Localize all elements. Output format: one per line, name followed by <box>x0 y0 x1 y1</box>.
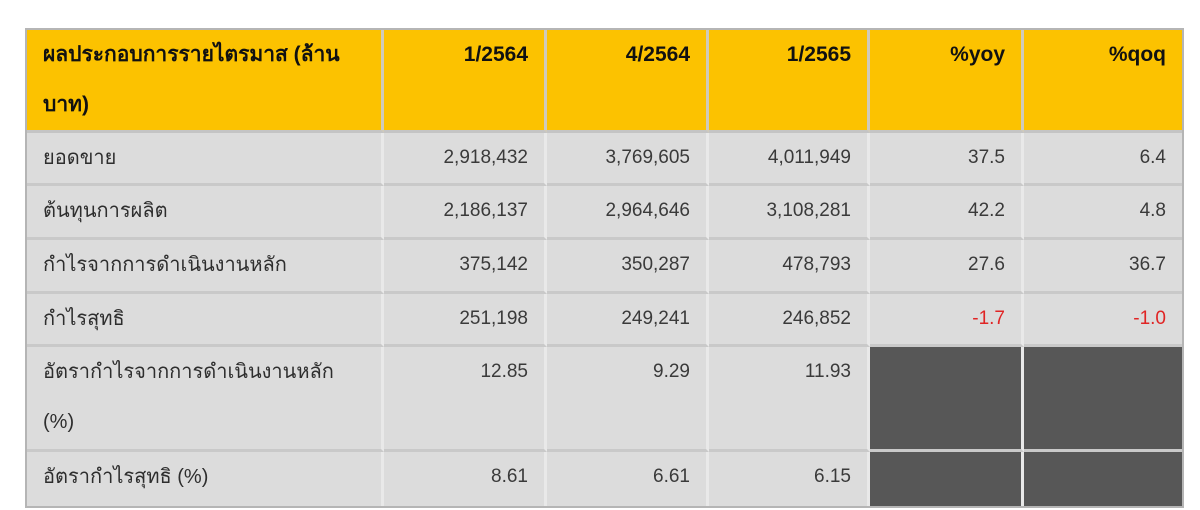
yoy-cell: 27.6 <box>870 240 1024 294</box>
yoy-cell: 37.5 <box>870 133 1024 186</box>
value-cell: 2,964,646 <box>547 186 709 240</box>
value-cell: 251,198 <box>384 294 547 347</box>
value-cell: 375,142 <box>384 240 547 294</box>
qoq-cell-negative: -1.0 <box>1024 294 1182 347</box>
metric-label: กำไรสุทธิ <box>27 294 384 347</box>
blank-dark-cell <box>1024 452 1182 506</box>
blank-dark-cell <box>870 347 1024 452</box>
metric-label: ต้นทุนการผลิต <box>27 186 384 240</box>
value-cell: 2,186,137 <box>384 186 547 240</box>
value-cell: 2,918,432 <box>384 133 547 186</box>
value-cell: 12.85 <box>384 347 547 452</box>
table-row-production-cost: ต้นทุนการผลิต 2,186,137 2,964,646 3,108,… <box>27 186 1182 240</box>
table-row-core-operating-profit: กำไรจากการดำเนินงานหลัก 375,142 350,287 … <box>27 240 1182 294</box>
yoy-cell: 42.2 <box>870 186 1024 240</box>
value-cell: 350,287 <box>547 240 709 294</box>
table-title-header: ผลประกอบการรายไตรมาส (ล้าน บาท) <box>27 30 384 133</box>
value-cell: 478,793 <box>709 240 870 294</box>
table-row-net-margin: อัตรากำไรสุทธิ (%) 8.61 6.61 6.15 <box>27 452 1182 506</box>
value-cell: 3,769,605 <box>547 133 709 186</box>
yoy-cell-negative: -1.7 <box>870 294 1024 347</box>
column-header-1-2565: 1/2565 <box>709 30 870 133</box>
metric-label: กำไรจากการดำเนินงานหลัก <box>27 240 384 294</box>
blank-dark-cell <box>1024 347 1182 452</box>
column-header-qoq: %qoq <box>1024 30 1182 133</box>
metric-label: อัตรากำไรสุทธิ (%) <box>27 452 384 506</box>
value-cell: 9.29 <box>547 347 709 452</box>
blank-dark-cell <box>870 452 1024 506</box>
qoq-cell: 6.4 <box>1024 133 1182 186</box>
table-header-row: ผลประกอบการรายไตรมาส (ล้าน บาท) 1/2564 4… <box>27 30 1182 133</box>
table-row-core-operating-margin: อัตรากำไรจากการดำเนินงานหลัก (%) 12.85 9… <box>27 347 1182 452</box>
value-cell: 3,108,281 <box>709 186 870 240</box>
metric-label: ยอดขาย <box>27 133 384 186</box>
column-header-yoy: %yoy <box>870 30 1024 133</box>
value-cell: 8.61 <box>384 452 547 506</box>
value-cell: 11.93 <box>709 347 870 452</box>
value-cell: 6.15 <box>709 452 870 506</box>
quarterly-results-table: ผลประกอบการรายไตรมาส (ล้าน บาท) 1/2564 4… <box>25 28 1184 508</box>
value-cell: 6.61 <box>547 452 709 506</box>
qoq-cell: 4.8 <box>1024 186 1182 240</box>
table-row-sales: ยอดขาย 2,918,432 3,769,605 4,011,949 37.… <box>27 133 1182 186</box>
column-header-1-2564: 1/2564 <box>384 30 547 133</box>
metric-label: อัตรากำไรจากการดำเนินงานหลัก (%) <box>27 347 384 452</box>
value-cell: 249,241 <box>547 294 709 347</box>
table-row-net-profit: กำไรสุทธิ 251,198 249,241 246,852 -1.7 -… <box>27 294 1182 347</box>
value-cell: 246,852 <box>709 294 870 347</box>
value-cell: 4,011,949 <box>709 133 870 186</box>
column-header-4-2564: 4/2564 <box>547 30 709 133</box>
qoq-cell: 36.7 <box>1024 240 1182 294</box>
